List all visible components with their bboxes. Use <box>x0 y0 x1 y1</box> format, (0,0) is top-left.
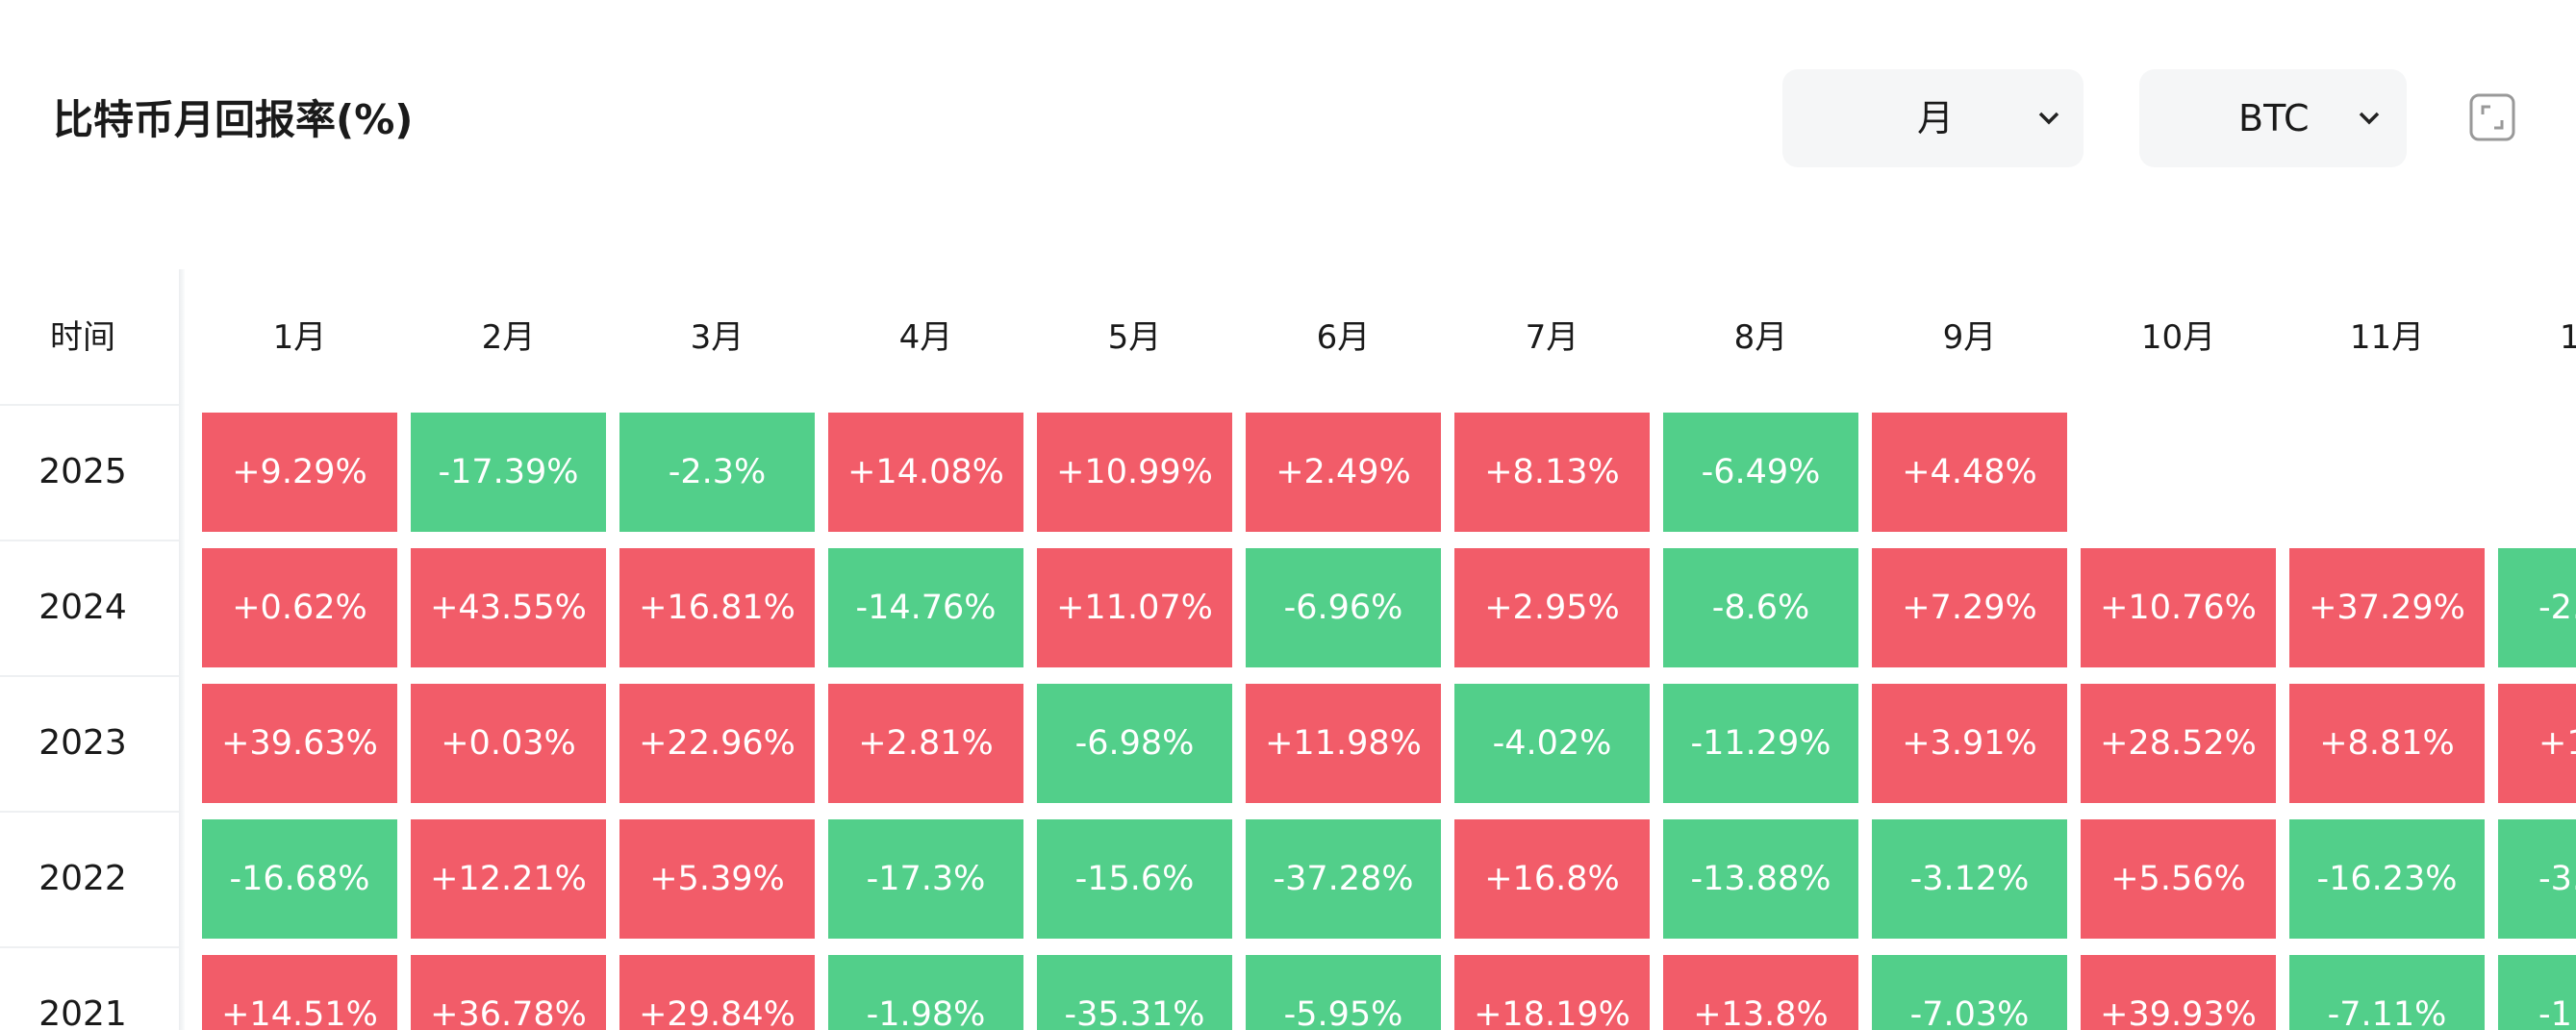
return-cell: -35.31% <box>1037 955 1232 1030</box>
column-header: 4月 <box>898 318 953 357</box>
return-cell: -17.39% <box>411 413 606 532</box>
widget-title: 比特币月回报率(%) <box>53 96 414 143</box>
return-cell: +2.49% <box>1246 413 1441 532</box>
return-cell: +13.8% <box>1663 955 1858 1030</box>
return-cell: +2.81% <box>828 684 1023 803</box>
column-header: 6月 <box>1316 318 1371 357</box>
row-year: 2021 <box>38 994 127 1030</box>
row-year: 2024 <box>38 588 127 627</box>
column-header: 1 <box>2560 318 2576 357</box>
return-cell: +5.39% <box>619 819 815 939</box>
return-cell: +18.19% <box>1454 955 1650 1030</box>
return-cell: -7.03% <box>1872 955 2067 1030</box>
return-cell: +39.93% <box>2081 955 2276 1030</box>
return-cell: +11.07% <box>1037 548 1232 667</box>
return-cell: -6.96% <box>1246 548 1441 667</box>
column-header: 1月 <box>272 318 327 357</box>
return-cell: -13.88% <box>1663 819 1858 939</box>
return-cell: +4.48% <box>1872 413 2067 532</box>
period-value: 月 <box>1917 97 1955 139</box>
column-header: 10月 <box>2140 318 2216 357</box>
column-header: 3月 <box>690 318 745 357</box>
return-cell: -5.95% <box>1246 955 1441 1030</box>
row-separator <box>0 675 179 677</box>
return-cell: +3.91% <box>1872 684 2067 803</box>
return-cell: -14.76% <box>828 548 1023 667</box>
return-cell: -3.12% <box>1872 819 2067 939</box>
row-year: 2022 <box>38 859 127 898</box>
return-cell: +2.95% <box>1454 548 1650 667</box>
return-cell: +12 <box>2498 684 2576 803</box>
chevron <box>2359 112 2380 125</box>
return-cell: +8.81% <box>2289 684 2485 803</box>
column-header: 9月 <box>1942 318 1997 357</box>
return-cell: +37.29% <box>2289 548 2485 667</box>
return-cell: +16.81% <box>619 548 815 667</box>
expand-button[interactable] <box>2469 93 2515 141</box>
chevron <box>2038 112 2059 125</box>
row-separator <box>0 811 179 813</box>
return-cell: +43.55% <box>411 548 606 667</box>
return-cell: -15.6% <box>1037 819 1232 939</box>
return-cell: +10.99% <box>1037 413 1232 532</box>
return-cell: -11.29% <box>1663 684 1858 803</box>
return-cell: +0.03% <box>411 684 606 803</box>
return-cell: +8.13% <box>1454 413 1650 532</box>
return-cell: +39.63% <box>202 684 397 803</box>
row-year: 2025 <box>38 452 127 491</box>
return-cell: -8.6% <box>1663 548 1858 667</box>
period-select[interactable]: 月 <box>1782 69 2084 167</box>
column-header: 7月 <box>1525 318 1579 357</box>
column-header: 8月 <box>1733 318 1788 357</box>
return-cell: -1 <box>2498 955 2576 1030</box>
return-cell: +28.52% <box>2081 684 2276 803</box>
return-cell: +16.8% <box>1454 819 1650 939</box>
return-cell: -7.11% <box>2289 955 2485 1030</box>
return-cell: -1.98% <box>828 955 1023 1030</box>
return-cell: -3. <box>2498 819 2576 939</box>
row-separator <box>0 946 179 948</box>
column-header: 11月 <box>2349 318 2425 357</box>
return-cell: +12.21% <box>411 819 606 939</box>
asset-select[interactable]: BTC <box>2139 69 2407 167</box>
return-cell: +36.78% <box>411 955 606 1030</box>
return-cell: +0.62% <box>202 548 397 667</box>
return-cell: -16.68% <box>202 819 397 939</box>
return-cell: +10.76% <box>2081 548 2276 667</box>
return-cell: -6.49% <box>1663 413 1858 532</box>
return-cell: -2. <box>2498 548 2576 667</box>
row-year: 2023 <box>38 723 127 763</box>
return-cell: +11.98% <box>1246 684 1441 803</box>
return-cell: +14.08% <box>828 413 1023 532</box>
column-divider <box>179 269 185 1030</box>
return-cell: -4.02% <box>1454 684 1650 803</box>
return-cell: +7.29% <box>1872 548 2067 667</box>
return-cell: -6.98% <box>1037 684 1232 803</box>
return-cell: -2.3% <box>619 413 815 532</box>
row-separator <box>0 540 179 541</box>
return-cell: +14.51% <box>202 955 397 1030</box>
column-header: 5月 <box>1107 318 1162 357</box>
return-cell: -37.28% <box>1246 819 1441 939</box>
return-cell: +22.96% <box>619 684 815 803</box>
asset-value: BTC <box>2238 97 2310 139</box>
return-cell: +5.56% <box>2081 819 2276 939</box>
row-separator <box>0 404 179 406</box>
return-cell: -17.3% <box>828 819 1023 939</box>
return-cell: -16.23% <box>2289 819 2485 939</box>
return-cell: +9.29% <box>202 413 397 532</box>
column-header: 2月 <box>481 318 536 357</box>
column-header: 时间 <box>50 318 115 357</box>
return-cell: +29.84% <box>619 955 815 1030</box>
